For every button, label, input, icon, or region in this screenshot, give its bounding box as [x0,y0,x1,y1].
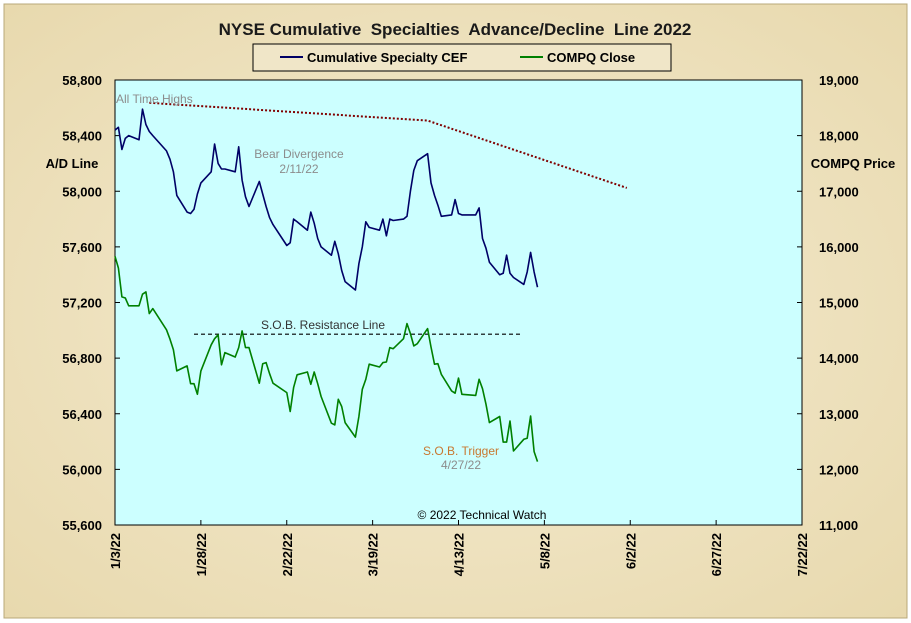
series-lines [114,101,628,462]
series-line-compq-close [114,256,539,462]
annotation-sob-trigger: S.O.B. Trigger [423,444,499,458]
legend-label-series2: COMPQ Close [547,50,635,65]
annotation-sob-trigger-date: 4/27/22 [441,458,481,472]
x-tick-label: 2/22/22 [280,533,295,576]
series-line-specialty-cef [114,108,539,291]
bear-divergence-line [149,101,628,189]
y-right-tick-label: 17,000 [819,184,859,199]
annotation-all-time-highs: All Time Highs [116,92,193,106]
y-left-tick-label: 56,400 [62,407,102,422]
y-right-tick-label: 12,000 [819,462,859,477]
y-axis-label-left: A/D Line [46,156,99,171]
y-axis-label-right: COMPQ Price [811,156,896,171]
legend-label-series1: Cumulative Specialty CEF [307,50,467,65]
x-tick-label: 6/27/22 [709,533,724,576]
y-left-tick-label: 58,400 [62,129,102,144]
y-left-tick-label: 56,800 [62,351,102,366]
x-tick-label: 4/13/22 [452,533,467,576]
x-tick-label: 1/28/22 [194,533,209,576]
annotation-sob-resistance: S.O.B. Resistance Line [261,318,385,332]
y-right-tick-label: 18,000 [819,129,859,144]
y-left-tick-label: 56,000 [62,462,102,477]
x-tick-label: 7/22/22 [795,533,810,576]
legend-box [252,43,672,72]
y-left-tick-label: 57,200 [62,296,102,311]
copyright-text: © 2022 Technical Watch [418,508,547,522]
y-right-tick-label: 13,000 [819,407,859,422]
y-right-tick-label: 14,000 [819,351,859,366]
y-right-tick-label: 11,000 [819,518,858,533]
y-right-tick-label: 15,000 [819,296,859,311]
plot-area [114,79,803,526]
chart-title: NYSE Cumulative Specialties Advance/Decl… [219,20,692,39]
y-left-tick-label: 58,000 [62,184,102,199]
x-tick-label: 5/8/22 [537,533,552,569]
axes: 58,800 58,400 58,000 57,600 57,200 56,800 56,4… [62,73,859,576]
y-left-tick-label: 55,600 [62,518,102,533]
y-left-tick-label: 57,600 [62,240,102,255]
x-tick-label: 1/3/22 [108,533,123,569]
annotations: All Time Highs Bear Divergence 2/11/22 S… [116,92,546,522]
legend: Cumulative Specialty CEF COMPQ Close [252,43,672,72]
y-left-tick-label: 58,800 [62,73,102,88]
annotation-bear-divergence-date: 2/11/22 [279,162,318,176]
x-tick-label: 6/2/22 [623,533,638,569]
y-right-tick-label: 19,000 [819,73,859,88]
x-tick-label: 3/19/22 [366,533,381,576]
annotation-bear-divergence: Bear Divergence [254,147,344,161]
y-right-tick-label: 16,000 [819,240,859,255]
